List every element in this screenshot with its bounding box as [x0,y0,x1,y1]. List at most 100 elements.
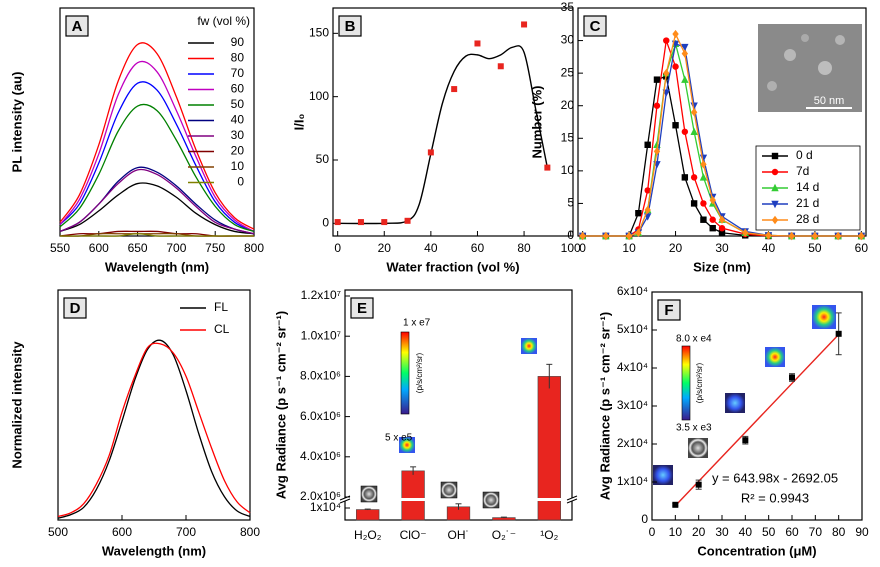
particle [835,35,845,45]
data-point [672,501,679,508]
marker [602,231,610,241]
data-point [742,437,749,444]
legend-label: 20 [231,144,245,158]
fit-equation: y = 643.98x - 2692.05 [712,470,838,485]
colorbar-min: 3.5 x e3 [676,423,712,434]
marker [653,102,661,109]
colorbar [400,331,410,415]
x-axis-label: Size (nm) [693,259,751,274]
x-tick-label: 30 [715,525,729,539]
x-tick-label: 600 [89,241,109,255]
colorbar-unit: (p/s/cm²/sr) [695,362,704,403]
x-tick-label: 70 [809,525,823,539]
marker [681,43,689,52]
legend-label: 0 d [796,148,813,162]
marker [672,63,679,70]
marker [700,160,707,169]
y-tick-label: 150 [309,26,329,40]
y-tick-label: 35 [561,0,575,14]
marker [834,231,842,241]
bar [356,509,380,521]
x-tick-label: 800 [244,241,264,255]
marker [672,29,679,39]
x-tick-label: 50 [762,525,776,539]
colorbar-max: 8.0 x e4 [676,334,712,345]
y-tick-label: 30 [561,33,575,47]
decor [360,24,862,509]
x-axis-label: Wavelength (nm) [102,543,206,558]
data-point [695,481,702,488]
marker [681,174,689,181]
y-tick-label: 0 [322,216,329,230]
x-axis-label: Concentration (μM) [697,543,816,558]
legend-label: 30 [231,128,245,142]
series-line [57,342,251,518]
x-tick-label: H₂O₂ [354,528,382,542]
series-line [59,81,255,233]
legend-label: CL [214,322,230,336]
well-image [440,481,458,499]
marker [644,205,651,215]
y-tick-label: 1.0x10⁷ [301,328,341,342]
marker [644,141,651,148]
y-tick-label: 25 [561,65,575,79]
legend-label: 60 [231,82,245,96]
well-image [482,491,500,509]
y-tick-label: 1x10⁴ [617,474,648,488]
well-image [399,437,415,453]
series-line [59,168,255,235]
x-tick-label: 10 [669,525,683,539]
marker [579,231,586,241]
marker [858,231,865,241]
x-tick-label: 40 [762,241,776,255]
panel-label-box [583,15,607,37]
well-image [360,485,378,503]
axis-break-gap [536,498,562,501]
x-tick-label: 30 [715,241,729,255]
marker [699,173,708,181]
data-point [334,219,341,226]
series-line [59,182,255,235]
x-tick-label: 40 [424,241,438,255]
colorbar-min: 5 x e5 [385,433,413,444]
x-tick-label: 500 [48,525,68,539]
y-tick-label: 4.0x10⁶ [300,449,341,463]
data-point [474,40,481,47]
well-image [688,438,708,458]
panel-label-box [65,15,89,37]
marker [771,168,779,176]
x-tick-label: 20 [378,241,392,255]
colorbar [681,345,691,421]
y-tick-label: 20 [561,98,575,112]
legend-label: 7d [796,164,809,178]
panel-label: D [70,300,81,317]
x-tick-label: ClO⁻ [400,528,427,542]
panel-label: E [357,300,367,317]
marker [681,49,689,58]
marker [700,216,707,223]
data-point [835,330,842,337]
x-tick-label: 60 [855,241,869,255]
data-point [451,86,458,93]
marker [625,231,633,241]
y-axis-label: Normalized intensity [9,341,24,469]
marker [771,215,779,225]
fit-line [674,333,840,507]
x-tick-label: 750 [205,241,225,255]
x-tick-label: 800 [240,525,260,539]
y-tick-label: 15 [561,130,575,144]
y-tick-label: 10 [561,163,575,177]
x-tick-label: O₂˙⁻ [492,528,516,542]
marker [653,147,661,156]
data-point [521,21,528,28]
marker [690,174,698,181]
axis-break-gap [568,498,576,501]
y-axis-label: PL intensity (au) [9,72,24,173]
x-axis-label: Wavelength (nm) [105,259,209,274]
x-tick-label: 650 [128,241,148,255]
x-tick-label: 20 [692,525,706,539]
marker [771,200,779,209]
particle [784,49,796,61]
colorbar-unit: (p/s/cm²/sr) [415,352,424,393]
marker [718,224,726,232]
